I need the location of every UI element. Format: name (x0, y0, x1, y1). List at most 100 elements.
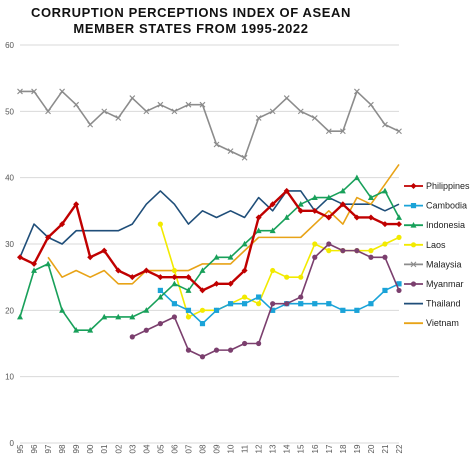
data-point-indonesia (73, 327, 80, 333)
data-point-indonesia (339, 187, 346, 194)
data-point-indonesia (283, 214, 290, 220)
x-tick-label: 95 (16, 444, 25, 453)
chart-title-line-2: MEMBER STATES FROM 1995-2022 (73, 21, 308, 36)
data-point-philippines (185, 274, 192, 281)
data-point-laos (382, 241, 388, 247)
series-vietnam (47, 163, 400, 285)
data-point-malaysia (87, 121, 94, 128)
data-point-indonesia (396, 214, 402, 220)
data-point-malaysia (73, 101, 80, 108)
data-point-indonesia (325, 194, 332, 200)
data-point-cambodia (157, 287, 163, 294)
legend-item-vietnam: Vietnam (404, 318, 459, 328)
y-axis: 0 10 20 30 40 50 60 (5, 41, 14, 448)
data-point-malaysia (101, 108, 108, 115)
y-tick-label: 0 (10, 439, 15, 448)
x-tick-label: 22 (395, 444, 404, 453)
data-point-cambodia (185, 307, 192, 313)
data-point-myanmar (199, 354, 206, 360)
x-tick-label: 07 (184, 444, 193, 453)
series-line-vietnam (47, 163, 400, 285)
x-tick-label: 04 (142, 444, 151, 453)
data-point-laos (185, 314, 192, 320)
data-point-cambodia (199, 321, 206, 327)
data-point-malaysia (31, 88, 37, 95)
legend-marker-cambodia (410, 203, 417, 209)
legend-label-myanmar: Myanmar (426, 279, 464, 289)
chart-title-line-1: CORRUPTION PERCEPTIONS INDEX OF ASEAN (31, 5, 351, 20)
data-point-cambodia (241, 301, 248, 307)
legend-label-indonesia: Indonesia (426, 220, 465, 230)
x-tick-label: 03 (128, 444, 137, 453)
legend-marker-laos (410, 242, 417, 248)
data-point-philippines (297, 207, 304, 214)
legend-label-thailand: Thailand (426, 299, 461, 309)
data-point-philippines (59, 221, 66, 228)
legend-label-vietnam: Vietnam (426, 318, 459, 328)
data-point-indonesia (17, 313, 23, 320)
data-point-malaysia (283, 95, 290, 101)
data-point-laos (171, 267, 178, 274)
legend-item-indonesia: Indonesia (404, 220, 465, 230)
data-point-myanmar (129, 334, 135, 340)
data-point-malaysia (241, 154, 248, 161)
data-point-laos (396, 234, 402, 240)
data-point-malaysia (255, 115, 262, 121)
x-tick-label: 96 (30, 444, 39, 453)
data-point-malaysia (396, 128, 402, 135)
series-laos (157, 221, 402, 320)
data-point-indonesia (269, 227, 276, 234)
legend-marker-malaysia (410, 261, 417, 268)
data-point-myanmar (256, 340, 262, 347)
x-tick-label: 16 (311, 444, 320, 453)
data-point-philippines (101, 247, 108, 254)
legend-marker-philippines (410, 183, 417, 189)
data-point-indonesia (115, 313, 122, 320)
data-point-myanmar (368, 254, 374, 260)
x-tick-label: 20 (367, 444, 376, 453)
series-myanmar (129, 241, 402, 360)
data-point-laos (270, 267, 276, 274)
data-point-indonesia (199, 267, 206, 273)
legend-item-philippines: Philippines (404, 181, 470, 191)
data-point-philippines (199, 287, 206, 294)
data-point-indonesia (213, 254, 220, 260)
data-point-laos (298, 274, 304, 280)
legend-label-laos: Laos (426, 240, 446, 250)
x-tick-label: 99 (72, 444, 81, 453)
data-point-myanmar (298, 294, 304, 300)
data-point-cambodia (298, 301, 304, 307)
data-point-malaysia (269, 108, 276, 115)
data-point-indonesia (185, 287, 192, 293)
legend-label-cambodia: Cambodia (426, 201, 467, 211)
x-tick-label: 01 (100, 444, 109, 453)
y-tick-label: 20 (5, 306, 14, 315)
data-point-cambodia (396, 281, 402, 287)
y-tick-label: 30 (5, 240, 14, 249)
data-point-indonesia (157, 293, 164, 300)
data-point-malaysia (59, 88, 66, 95)
data-point-indonesia (59, 307, 66, 313)
data-point-indonesia (101, 313, 108, 320)
data-point-indonesia (255, 227, 262, 234)
data-point-malaysia (339, 128, 346, 135)
data-point-indonesia (143, 307, 150, 313)
data-point-malaysia (157, 101, 164, 108)
data-point-laos (284, 274, 290, 280)
y-tick-label: 40 (5, 174, 14, 183)
data-point-malaysia (382, 121, 388, 128)
data-point-malaysia (368, 101, 374, 108)
data-point-malaysia (297, 108, 304, 115)
data-point-myanmar (227, 347, 234, 353)
data-point-myanmar (241, 340, 248, 347)
data-point-malaysia (115, 115, 122, 121)
data-point-philippines (396, 221, 402, 228)
data-point-myanmar (326, 241, 332, 247)
data-point-cambodia (354, 307, 360, 313)
x-tick-label: 00 (86, 444, 95, 453)
x-tick-label: 10 (227, 444, 236, 453)
data-point-indonesia (31, 267, 38, 273)
data-point-malaysia (199, 101, 206, 108)
data-point-philippines (143, 267, 150, 274)
